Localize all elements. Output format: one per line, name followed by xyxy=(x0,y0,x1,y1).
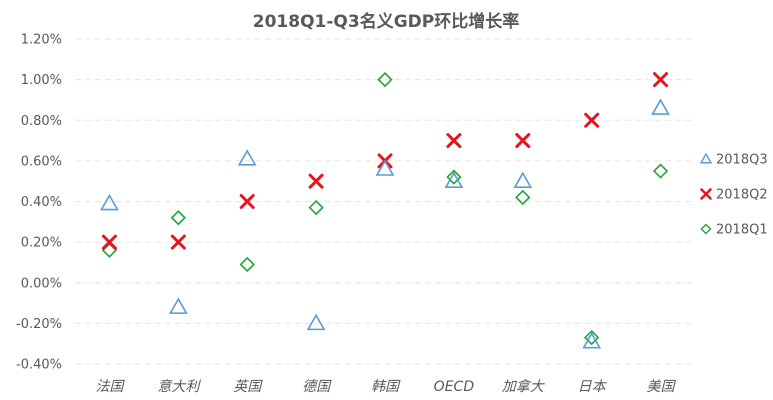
data-point xyxy=(375,159,395,176)
legend-item: 2018Q1 xyxy=(700,223,768,238)
y-tick-label: 0.80% xyxy=(21,114,62,129)
x-tick-label: OECD xyxy=(434,379,475,395)
x-tick-label: 意大利 xyxy=(157,379,201,395)
data-point xyxy=(237,149,257,166)
data-point xyxy=(170,234,186,250)
legend-item: 2018Q3 xyxy=(699,152,768,168)
x-tick-label: 韩国 xyxy=(371,379,401,395)
data-point xyxy=(446,133,462,149)
legend-marker xyxy=(700,188,712,200)
series-2018Q3 xyxy=(100,98,670,349)
data-point xyxy=(515,133,531,149)
y-tick-label: 0.60% xyxy=(21,154,62,169)
y-tick-label: -0.40% xyxy=(16,358,62,373)
legend-item: 2018Q2 xyxy=(700,188,768,203)
x-tick-label: 英国 xyxy=(233,379,263,395)
data-point xyxy=(308,173,324,189)
legend-label: 2018Q1 xyxy=(716,223,768,238)
data-point xyxy=(444,171,464,188)
chart-title: 2018Q1-Q3名义GDP环比增长率 xyxy=(253,11,519,32)
grid-lines xyxy=(75,38,695,365)
data-point xyxy=(584,112,600,128)
data-point xyxy=(168,297,188,314)
data-point xyxy=(653,72,669,88)
data-point xyxy=(377,71,393,88)
data-point xyxy=(582,332,602,349)
series-2018Q2 xyxy=(101,72,669,250)
data-point xyxy=(584,329,600,346)
series-2018Q1 xyxy=(101,71,669,346)
data-point xyxy=(306,313,326,331)
y-axis-tick-labels: -0.40% -0.20% 0.00% 0.20% 0.40% 0.60% 0.80% 1.0… xyxy=(16,33,62,373)
x-tick-label: 美国 xyxy=(647,379,677,395)
data-markers xyxy=(100,71,670,349)
data-point xyxy=(170,210,186,226)
legend-label: 2018Q3 xyxy=(716,153,768,168)
x-tick-label: 日本 xyxy=(578,379,608,395)
y-tick-label: 0.00% xyxy=(21,276,62,291)
data-point xyxy=(515,189,531,206)
y-tick-label: 1.00% xyxy=(21,73,62,88)
legend-marker xyxy=(699,152,713,164)
x-tick-label: 德国 xyxy=(302,379,332,395)
legend-marker xyxy=(700,223,712,235)
legend-label: 2018Q2 xyxy=(716,188,768,203)
x-tick-label: 法国 xyxy=(95,379,125,395)
data-point xyxy=(308,199,324,216)
data-point xyxy=(100,193,119,211)
legend: 2018Q3 2018Q2 2018Q1 xyxy=(699,152,768,238)
y-tick-label: -0.20% xyxy=(16,317,62,332)
y-tick-label: 0.40% xyxy=(21,195,62,210)
data-point xyxy=(651,98,670,115)
y-tick-label: 1.20% xyxy=(21,33,62,48)
x-axis-tick-labels: 法国 意大利 英国 德国 韩国 OECD 加拿大 日本 美国 xyxy=(95,378,676,395)
y-tick-label: 0.20% xyxy=(21,236,62,251)
data-point xyxy=(652,163,669,179)
x-tick-label: 加拿大 xyxy=(502,378,546,395)
data-point xyxy=(513,171,533,188)
data-point xyxy=(446,169,462,185)
data-point xyxy=(239,256,255,273)
data-point xyxy=(239,194,255,209)
data-point xyxy=(101,234,117,250)
